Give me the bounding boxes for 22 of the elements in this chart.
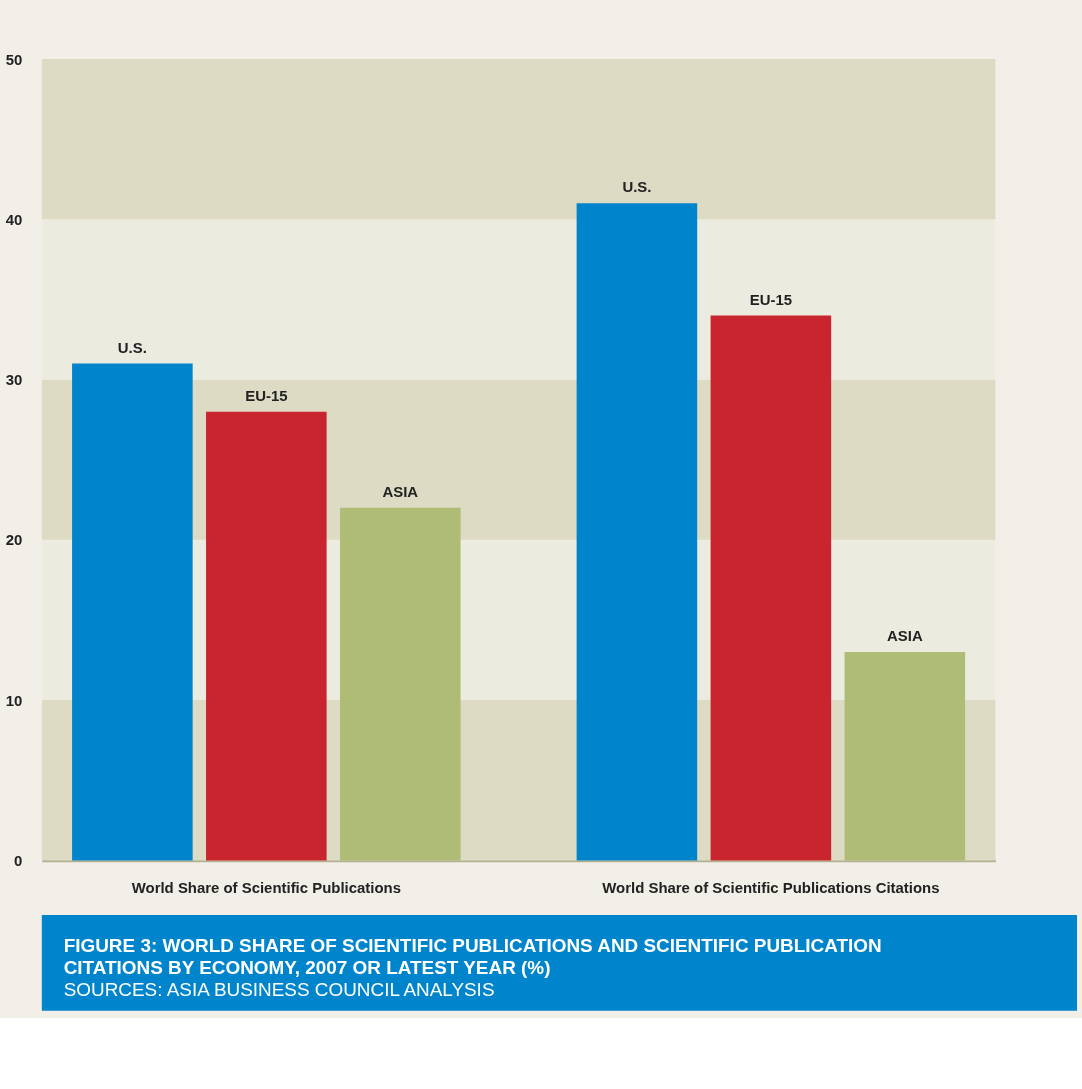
bar — [340, 507, 461, 861]
series-label: U.S. — [117, 338, 147, 356]
series-label: EU-15 — [245, 386, 288, 404]
y-tick-label: 50 — [5, 50, 23, 68]
bar — [72, 363, 193, 861]
series-label: ASIA — [887, 627, 923, 645]
y-tick-label: 20 — [5, 531, 23, 549]
text: FIGURE 3: WORLD SHARE OF SCIENTIFIC PUBLICATIONS AND SCIENTIFIC PUBLICATION CITATIONS BY ECONOMY, 2007 OR LATEST YEAR (%) — [63, 934, 882, 978]
bar — [576, 203, 698, 861]
bar — [206, 411, 327, 861]
x-tick-label: World Share of Scientific Publications Citations — [602, 878, 940, 896]
text: EU-15 — [749, 290, 793, 308]
y-tick-label: 40 — [5, 210, 23, 228]
text: ASIA — [382, 482, 419, 500]
x-tick-label: World Share of Scientific Publications — [131, 878, 401, 896]
y-tick-label: 10 — [5, 691, 23, 709]
bar — [844, 652, 966, 861]
text: U.S. — [622, 178, 652, 196]
bar — [710, 315, 832, 861]
source-note: SOURCES: ASIA BUSINESS COUNCIL ANALYSIS — [63, 978, 495, 1000]
y-tick-label: 30 — [5, 371, 23, 389]
y-tick-label: 0 — [14, 851, 23, 869]
